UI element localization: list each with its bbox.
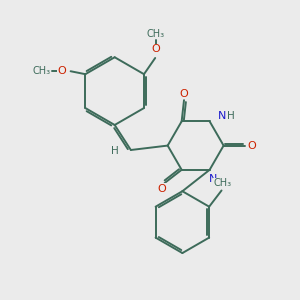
Text: N: N (209, 174, 217, 184)
Text: O: O (152, 44, 160, 54)
Text: CH₃: CH₃ (147, 29, 165, 39)
Text: O: O (247, 141, 256, 151)
Text: H: H (111, 146, 119, 157)
Text: CH₃: CH₃ (214, 178, 232, 188)
Text: CH₃: CH₃ (33, 66, 51, 76)
Text: O: O (180, 89, 188, 99)
Text: N: N (218, 111, 226, 121)
Text: H: H (227, 111, 235, 121)
Text: O: O (57, 66, 66, 76)
Text: O: O (157, 184, 166, 194)
